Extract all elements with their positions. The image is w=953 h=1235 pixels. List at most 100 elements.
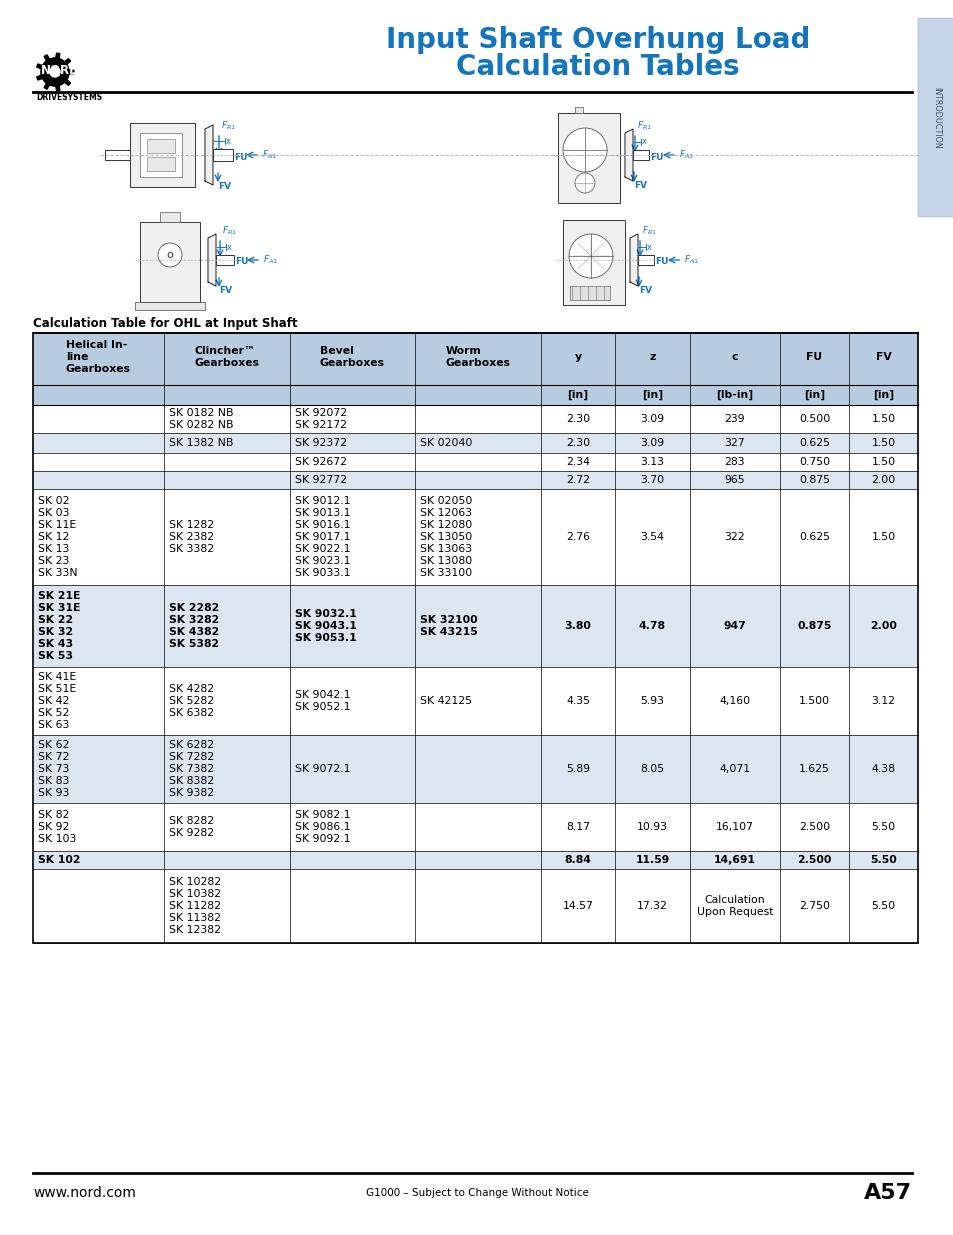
Text: 2.34: 2.34 [565, 457, 590, 467]
Text: $F_{R1}$: $F_{R1}$ [641, 225, 657, 237]
Text: Clincher™
Gearboxes: Clincher™ Gearboxes [194, 346, 259, 368]
Bar [33, 453, 917, 471]
Bar [147, 140, 174, 153]
Text: 5.50: 5.50 [869, 855, 896, 864]
Bar [215, 254, 233, 266]
Text: 947: 947 [722, 621, 745, 631]
Polygon shape [629, 233, 638, 287]
Text: 10.93: 10.93 [637, 823, 667, 832]
Text: SK 32100
SK 43215: SK 32100 SK 43215 [420, 615, 477, 637]
Bar [33, 333, 917, 405]
Text: SK 9082.1
SK 9086.1
SK 9092.1: SK 9082.1 SK 9086.1 SK 9092.1 [294, 810, 350, 844]
Text: $F_{R1}$: $F_{R1}$ [222, 225, 236, 237]
Text: SK 2282
SK 3282
SK 4382
SK 5382: SK 2282 SK 3282 SK 4382 SK 5382 [169, 603, 219, 650]
Text: 0.625: 0.625 [798, 532, 829, 542]
Text: SK 62
SK 72
SK 73
SK 83
SK 93: SK 62 SK 72 SK 73 SK 83 SK 93 [38, 740, 70, 798]
Text: y: y [574, 352, 581, 362]
Text: 8.05: 8.05 [639, 764, 664, 774]
Bar [33, 433, 917, 453]
Text: 3.09: 3.09 [639, 438, 664, 448]
Text: FV: FV [875, 352, 890, 362]
Text: SK 1382 NB: SK 1382 NB [169, 438, 233, 448]
Text: 3.13: 3.13 [639, 457, 664, 467]
Text: 0.500: 0.500 [798, 414, 829, 424]
Bar [130, 124, 194, 186]
Text: 239: 239 [723, 414, 744, 424]
Text: 4.78: 4.78 [639, 621, 665, 631]
Text: INTRODUCTION: INTRODUCTION [931, 86, 941, 148]
Text: SK 02050
SK 12063
SK 12080
SK 13050
SK 13063
SK 13080
SK 33100: SK 02050 SK 12063 SK 12080 SK 13050 SK 1… [420, 496, 472, 578]
Text: 17.32: 17.32 [637, 902, 667, 911]
Text: $F_{R1}$: $F_{R1}$ [221, 120, 235, 132]
Text: SK 4282
SK 5282
SK 6382: SK 4282 SK 5282 SK 6382 [169, 684, 213, 718]
Text: FU: FU [649, 152, 662, 162]
Text: 4.38: 4.38 [871, 764, 895, 774]
Text: A57: A57 [863, 1183, 911, 1203]
Text: Bevel
Gearboxes: Bevel Gearboxes [319, 346, 385, 368]
Text: 0.750: 0.750 [798, 457, 829, 467]
Text: FV: FV [219, 287, 232, 295]
Text: x: x [641, 137, 646, 147]
Text: 14.57: 14.57 [562, 902, 593, 911]
Text: Worm
Gearboxes: Worm Gearboxes [445, 346, 510, 368]
Text: 11.59: 11.59 [635, 855, 669, 864]
Text: NORD: NORD [41, 63, 79, 77]
Text: $F_{R1}$: $F_{R1}$ [637, 120, 651, 132]
Text: 965: 965 [723, 475, 744, 485]
Circle shape [158, 243, 182, 267]
Text: SK 02
SK 03
SK 11E
SK 12
SK 13
SK 23
SK 33N: SK 02 SK 03 SK 11E SK 12 SK 13 SK 23 SK … [38, 496, 77, 578]
Text: 3.80: 3.80 [564, 621, 591, 631]
Text: SK 92372: SK 92372 [294, 438, 346, 448]
Text: 3.09: 3.09 [639, 414, 664, 424]
Text: SK 92772: SK 92772 [294, 475, 346, 485]
Text: 2.00: 2.00 [870, 475, 895, 485]
Text: c: c [731, 352, 738, 362]
Bar [160, 212, 180, 222]
Bar [575, 107, 582, 112]
Text: [lb-in]: [lb-in] [716, 390, 753, 400]
Text: FU: FU [234, 258, 248, 267]
Text: 0.875: 0.875 [797, 621, 831, 631]
Text: SK 9042.1
SK 9052.1: SK 9042.1 SK 9052.1 [294, 690, 350, 713]
Bar [33, 869, 917, 944]
Polygon shape [36, 53, 73, 91]
Text: FV: FV [634, 182, 646, 190]
Circle shape [568, 233, 613, 278]
Bar [558, 112, 619, 203]
Circle shape [575, 173, 595, 193]
Text: SK 92072
SK 92172: SK 92072 SK 92172 [294, 408, 346, 430]
Polygon shape [41, 58, 69, 86]
Polygon shape [50, 67, 60, 77]
Text: SK 82
SK 92
SK 103: SK 82 SK 92 SK 103 [38, 810, 76, 844]
Text: 2.500: 2.500 [797, 855, 831, 864]
Text: $F_{A1}$: $F_{A1}$ [683, 253, 699, 267]
Text: 8.84: 8.84 [564, 855, 591, 864]
Polygon shape [208, 233, 215, 287]
Bar [213, 149, 233, 161]
Text: $F_{A1}$: $F_{A1}$ [679, 148, 693, 162]
Bar [638, 254, 654, 266]
Bar [33, 405, 917, 433]
Bar [147, 157, 174, 170]
Text: 5.50: 5.50 [870, 902, 895, 911]
Text: www.nord.com: www.nord.com [33, 1186, 135, 1200]
Text: 5.89: 5.89 [565, 764, 590, 774]
Text: DRIVESYSTEMS: DRIVESYSTEMS [36, 94, 102, 103]
Text: Helical In-
line
Gearboxes: Helical In- line Gearboxes [66, 340, 131, 374]
Bar [633, 149, 648, 161]
Text: 5.50: 5.50 [870, 823, 895, 832]
Circle shape [562, 128, 606, 172]
Text: x: x [226, 137, 231, 146]
Text: 3.70: 3.70 [639, 475, 664, 485]
Text: 1.625: 1.625 [799, 764, 829, 774]
Bar [140, 222, 200, 303]
Text: SK 1282
SK 2382
SK 3382: SK 1282 SK 2382 SK 3382 [169, 520, 213, 555]
Text: o: o [167, 249, 173, 261]
Bar [33, 471, 917, 489]
Text: 0.625: 0.625 [798, 438, 829, 448]
Text: 1.50: 1.50 [870, 438, 895, 448]
Text: SK 02040: SK 02040 [420, 438, 472, 448]
Text: 1.50: 1.50 [870, 457, 895, 467]
Bar [569, 287, 609, 300]
Text: 2.500: 2.500 [798, 823, 829, 832]
